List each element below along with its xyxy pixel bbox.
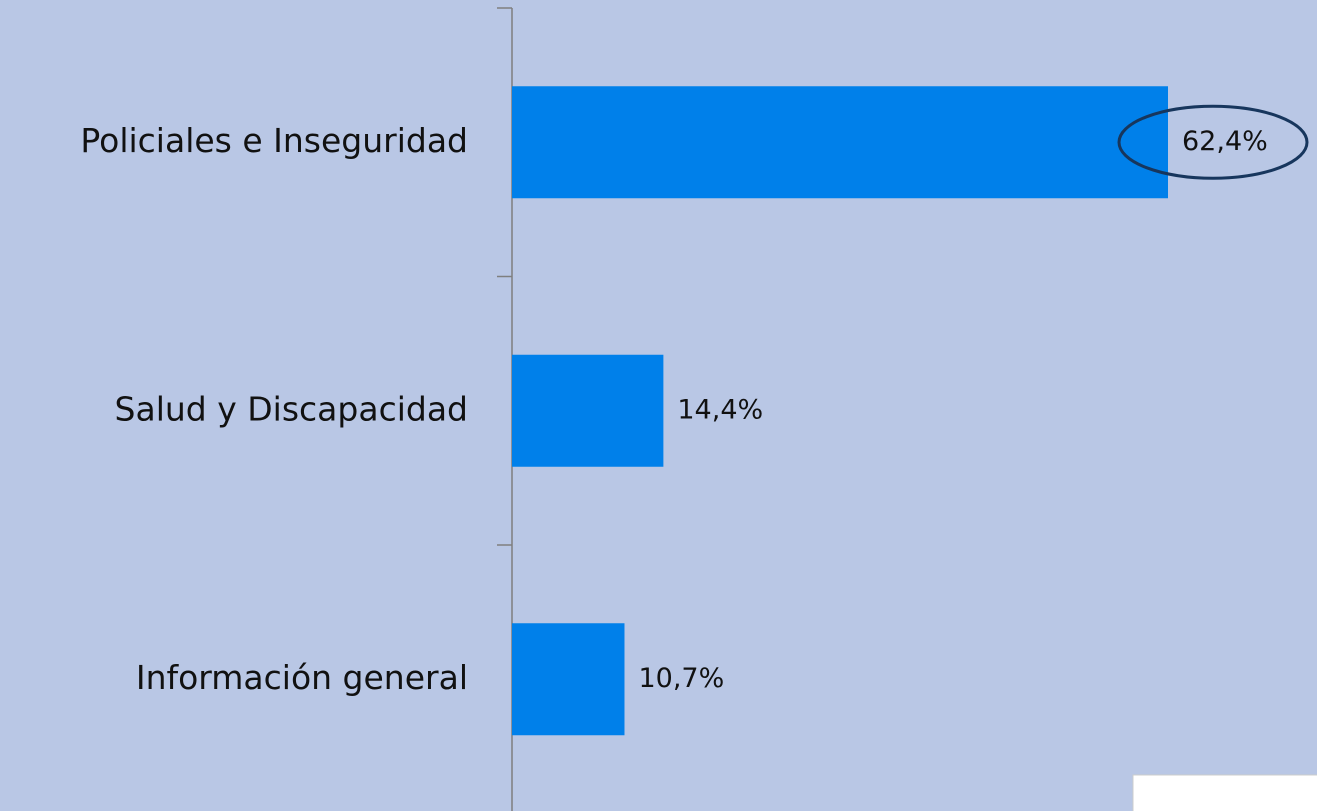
bar [512,86,1168,199]
highlight-ellipse [1117,104,1309,180]
category-label: Salud y Discapacidad [115,389,468,428]
category-label: Información general [136,658,468,697]
bar [512,354,664,467]
value-label: 10,7% [638,663,724,694]
bar [512,623,625,736]
value-label: 62,4% [1182,126,1268,157]
value-label: 14,4% [677,394,763,425]
logo-box [1132,774,1317,811]
category-label: Policiales e Inseguridad [80,121,468,160]
